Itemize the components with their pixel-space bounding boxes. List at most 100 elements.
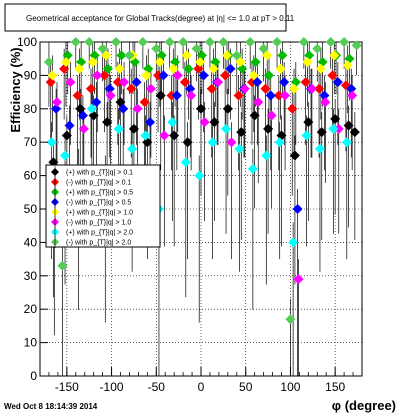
data-point (111, 37, 122, 47)
data-point (206, 83, 217, 94)
legend-label: (+) with p_{T}|q| > 1.0 (66, 210, 133, 217)
data-point (272, 37, 283, 47)
data-point (209, 117, 220, 128)
data-point (261, 150, 272, 161)
data-point (239, 83, 250, 94)
data-point (145, 117, 156, 128)
data-point (303, 117, 314, 128)
data-point (289, 83, 300, 94)
data-point (288, 237, 299, 248)
legend-label: (-) with p_{T}|q| > 0.5 (66, 200, 131, 207)
data-point (287, 103, 298, 114)
data-point (221, 123, 232, 134)
data-point (180, 157, 191, 168)
data-point (346, 83, 357, 94)
y-tick-label: 60 (24, 169, 38, 183)
data-point (333, 123, 344, 134)
data-point (102, 117, 113, 128)
data-point (207, 137, 218, 148)
data-point (253, 97, 264, 108)
data-point (91, 97, 102, 108)
data-point (154, 57, 165, 68)
data-point (64, 120, 75, 131)
data-point (250, 57, 261, 68)
series-markers-2 (49, 50, 355, 188)
data-point (289, 150, 300, 161)
x-axis-title: φ (degree) (332, 398, 396, 413)
data-point (194, 170, 205, 181)
data-point (119, 77, 130, 88)
data-point (332, 77, 343, 88)
data-point (151, 43, 162, 54)
data-point (327, 70, 338, 81)
data-point (70, 37, 81, 47)
data-point (60, 57, 71, 68)
y-tick-label: 30 (24, 269, 38, 283)
data-point (185, 83, 196, 94)
data-point (245, 37, 256, 47)
data-point (351, 40, 362, 51)
y-tick-label: 70 (24, 135, 38, 149)
data-point (341, 137, 352, 148)
chart-title: Geometrical acceptance for Global Tracks… (26, 14, 295, 23)
data-point (86, 103, 97, 114)
data-point (231, 50, 242, 61)
data-point (139, 97, 150, 108)
legend-label: (-) with p_{T}|q| > 1.0 (66, 220, 131, 227)
x-tick-label: 100 (280, 380, 300, 394)
data-point (172, 70, 183, 81)
data-point (179, 77, 190, 88)
data-point (328, 123, 339, 134)
data-point (312, 43, 323, 54)
x-tick-label: -50 (148, 380, 166, 394)
data-point (181, 50, 192, 61)
legend-box (45, 164, 161, 248)
data-point (153, 70, 164, 81)
legend-label: (-) with p_{T}|q| > 0.1 (66, 180, 131, 187)
data-point (277, 50, 288, 61)
data-point (273, 90, 284, 101)
x-tick-label: -150 (55, 380, 79, 394)
data-point (196, 103, 206, 114)
data-point (320, 97, 331, 108)
data-point (169, 130, 180, 141)
x-tick-label: 0 (198, 380, 205, 394)
data-point (113, 123, 124, 134)
data-point (128, 123, 139, 134)
data-point (158, 70, 169, 81)
footer-timestamp: Wed Oct 8 18:14:39 2014 (4, 402, 98, 411)
series-markers-6 (46, 103, 352, 248)
x-tick-label: -100 (100, 380, 124, 394)
data-point (293, 274, 304, 285)
data-point (124, 50, 135, 61)
data-point (236, 127, 247, 138)
data-point (77, 110, 88, 121)
data-point (300, 77, 311, 88)
series-markers-7 (43, 37, 362, 325)
data-point (263, 123, 274, 134)
legend-label: (-) with p_{T}|q| > 2.0 (66, 240, 131, 247)
data-point (247, 163, 258, 174)
data-point (105, 90, 116, 101)
data-point (225, 63, 236, 74)
data-point (248, 70, 259, 81)
y-tick-label: 80 (24, 102, 38, 116)
data-point (233, 90, 244, 101)
data-point (118, 103, 129, 114)
data-point (126, 83, 137, 94)
data-point (65, 77, 76, 88)
data-point (84, 37, 95, 47)
series-markers-1 (45, 63, 351, 114)
data-point (330, 113, 341, 124)
data-point (234, 143, 245, 154)
data-point (74, 63, 85, 74)
data-point (183, 63, 194, 74)
data-point (171, 90, 182, 101)
data-point (178, 37, 189, 47)
y-tick-label: 100 (17, 35, 37, 49)
data-point (131, 77, 142, 88)
data-point (263, 70, 274, 81)
data-point (279, 77, 290, 88)
data-point (275, 63, 286, 74)
